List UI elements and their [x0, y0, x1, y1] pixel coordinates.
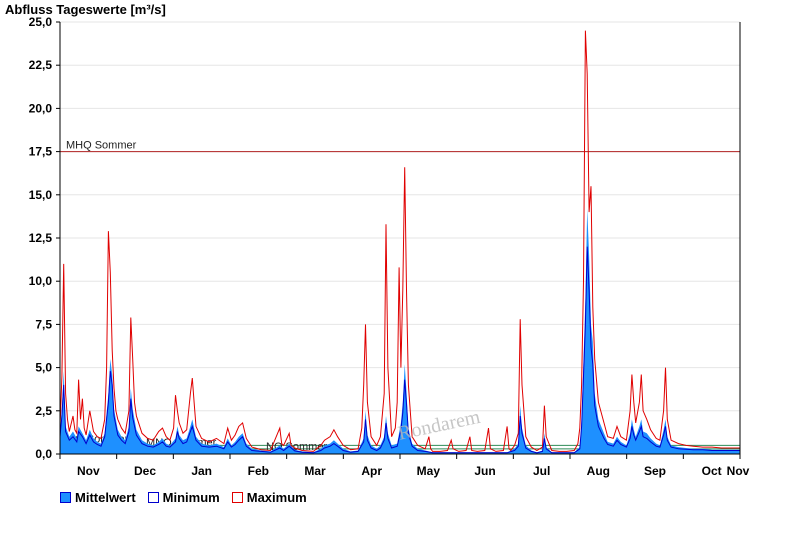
y-tick-label: 17,5 — [29, 145, 53, 159]
x-tick-label: Oct — [702, 464, 722, 478]
x-axis-ticks: Nov Dec Jan Feb Mar Apr May Jun Jul Aug Sep Oct Nov — [59, 454, 750, 478]
series-lines — [59, 30, 740, 454]
y-axis-ticks: 25,0 22,5 20,0 17,5 15,0 12,5 10,0 7,5 5,0 2,5 0,0 — [29, 15, 60, 461]
y-tick-label: 2,5 — [35, 404, 52, 418]
legend-item-mittelwert: Mittelwert — [60, 490, 136, 505]
x-tick-label: Feb — [248, 464, 269, 478]
x-tick-label: Sep — [644, 464, 666, 478]
legend-swatch-minimum — [147, 492, 159, 503]
y-tick-label: 20,0 — [29, 101, 53, 115]
x-tick-label: Nov — [77, 464, 100, 478]
chart-title: Abfluss Tageswerte [m³/s] — [5, 2, 166, 17]
legend-label-minimum: Minimum — [162, 490, 220, 505]
x-tick-label: Mar — [304, 464, 326, 478]
reference-line-label: MHQ Sommer — [66, 140, 137, 152]
y-tick-label: 5,0 — [35, 361, 52, 375]
y-tick-label: 12,5 — [29, 231, 53, 245]
legend-label-maximum: Maximum — [246, 490, 307, 505]
y-tick-label: 10,0 — [29, 274, 53, 288]
y-tick-label: 7,5 — [35, 317, 52, 331]
y-tick-label: 22,5 — [29, 58, 53, 72]
series-maximum-line — [59, 30, 740, 452]
x-tick-label: Jul — [533, 464, 550, 478]
legend: Mittelwert Minimum Maximum — [60, 490, 307, 505]
grid — [60, 21, 740, 412]
legend-swatch-maximum — [231, 492, 243, 503]
legend-label-mittelwert: Mittelwert — [75, 490, 136, 505]
x-tick-label: May — [417, 464, 441, 478]
y-tick-label: 25,0 — [29, 15, 53, 29]
x-tick-label: Aug — [587, 464, 610, 478]
y-tick-label: 15,0 — [29, 188, 53, 202]
x-tick-label: Apr — [361, 464, 382, 478]
x-tick-label: Jan — [191, 464, 212, 478]
x-tick-label: Nov — [727, 464, 750, 478]
legend-swatch-mittelwert — [60, 492, 71, 503]
y-tick-label: 0,0 — [35, 447, 52, 461]
legend-item-minimum: Minimum — [147, 490, 220, 505]
x-tick-label: Dec — [134, 464, 156, 478]
series-minimum-line — [59, 246, 740, 454]
legend-item-maximum: Maximum — [231, 490, 307, 505]
x-tick-label: Jun — [474, 464, 495, 478]
